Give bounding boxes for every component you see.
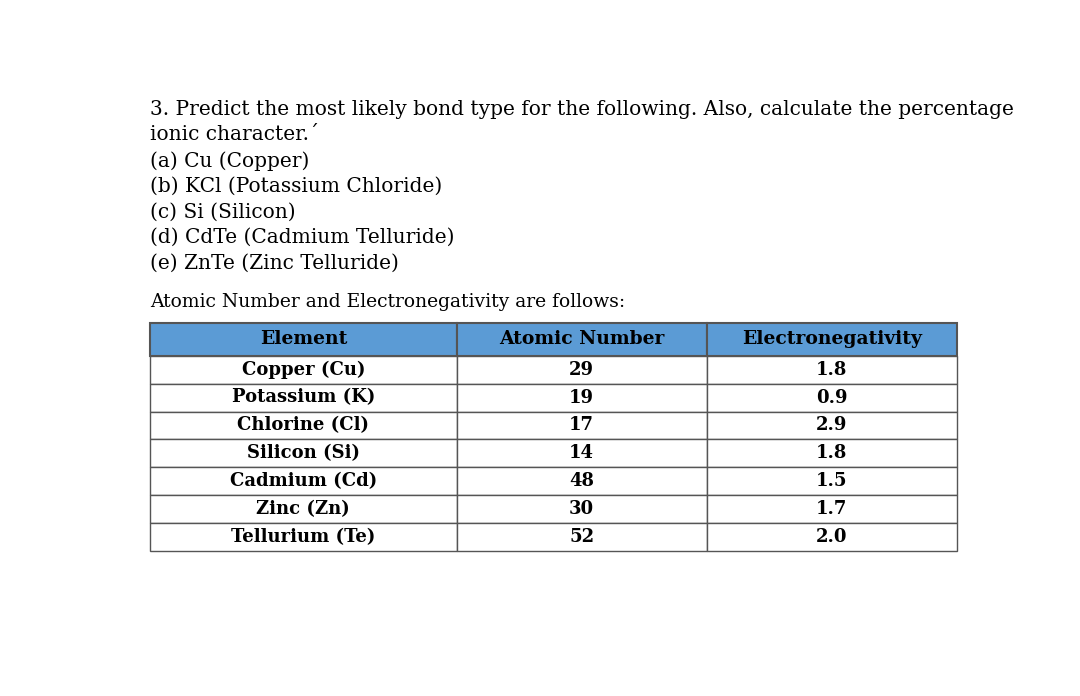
Bar (706, 523, 957, 551)
Text: Copper (Cu): Copper (Cu) (242, 361, 365, 379)
Text: 48: 48 (569, 472, 594, 490)
Text: 30: 30 (569, 500, 594, 518)
Text: Cadmium (Cd): Cadmium (Cd) (230, 472, 377, 490)
Bar (150, 439, 457, 467)
Text: Tellurium (Te): Tellurium (Te) (231, 528, 376, 546)
Text: (a) Cu (Copper): (a) Cu (Copper) (150, 151, 310, 171)
Text: 17: 17 (569, 416, 594, 434)
Text: 0.9: 0.9 (816, 388, 848, 406)
Text: Atomic Number and Electronegativity are follows:: Atomic Number and Electronegativity are … (150, 293, 625, 311)
Text: 2.9: 2.9 (816, 416, 848, 434)
Bar (706, 383, 957, 411)
Text: Atomic Number: Atomic Number (499, 330, 664, 348)
Text: 1.8: 1.8 (816, 444, 848, 462)
Bar (706, 439, 957, 467)
Bar (150, 356, 457, 383)
Bar (706, 322, 957, 356)
Text: (c) Si (Silicon): (c) Si (Silicon) (150, 203, 296, 221)
Text: Silicon (Si): Silicon (Si) (247, 444, 360, 462)
Bar (457, 411, 706, 439)
Text: Potassium (K): Potassium (K) (232, 388, 375, 406)
Text: 1.5: 1.5 (816, 472, 848, 490)
Bar (706, 495, 957, 523)
Bar (457, 322, 706, 356)
Bar (706, 467, 957, 495)
Text: (d) CdTe (Cadmium Telluride): (d) CdTe (Cadmium Telluride) (150, 228, 455, 247)
Bar (457, 523, 706, 551)
Text: 19: 19 (569, 388, 594, 406)
Text: (b) KCl (Potassium Chloride): (b) KCl (Potassium Chloride) (150, 177, 443, 196)
Text: Electronegativity: Electronegativity (742, 330, 922, 348)
Text: 1.8: 1.8 (816, 361, 848, 379)
Bar (150, 411, 457, 439)
Bar (457, 383, 706, 411)
Text: 52: 52 (569, 528, 594, 546)
Bar (706, 356, 957, 383)
Bar (457, 467, 706, 495)
Bar (457, 439, 706, 467)
Bar (150, 523, 457, 551)
Bar (150, 467, 457, 495)
Text: 29: 29 (569, 361, 594, 379)
Text: Element: Element (259, 330, 347, 348)
Text: 14: 14 (569, 444, 594, 462)
Text: (e) ZnTe (Zinc Telluride): (e) ZnTe (Zinc Telluride) (150, 254, 399, 273)
Bar (457, 495, 706, 523)
Text: ionic character.´: ionic character.´ (150, 125, 320, 144)
Bar (150, 495, 457, 523)
Text: Chlorine (Cl): Chlorine (Cl) (238, 416, 369, 434)
Text: Zinc (Zn): Zinc (Zn) (256, 500, 350, 518)
Bar (150, 383, 457, 411)
Text: 1.7: 1.7 (816, 500, 848, 518)
Bar (706, 411, 957, 439)
Text: 2.0: 2.0 (816, 528, 848, 546)
Bar (457, 356, 706, 383)
Bar (150, 322, 457, 356)
Text: 3. Predict the most likely bond type for the following. Also, calculate the perc: 3. Predict the most likely bond type for… (150, 100, 1014, 118)
